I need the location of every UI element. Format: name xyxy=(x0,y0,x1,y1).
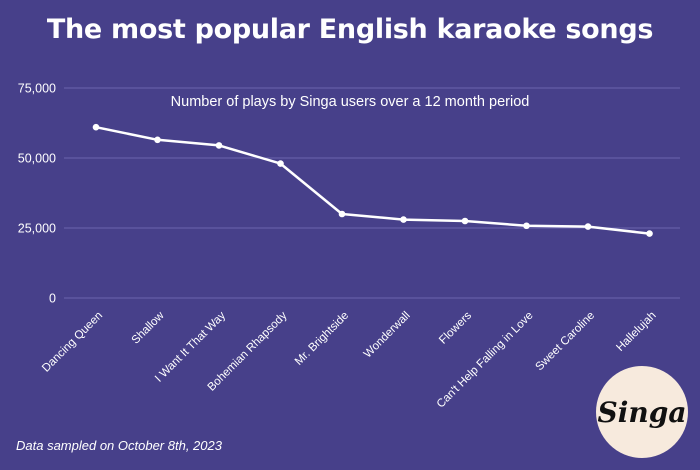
x-tick-label: Flowers xyxy=(437,309,474,346)
singa-logo: Singa xyxy=(596,366,688,458)
chart-subtitle: Number of plays by Singa users over a 12… xyxy=(171,94,530,110)
data-point xyxy=(215,142,223,149)
data-point xyxy=(523,222,530,230)
x-tick-label: Mr. Brightside xyxy=(293,310,351,368)
y-tick-label: 0 xyxy=(49,292,56,306)
data-point xyxy=(154,136,161,144)
x-tick-label: Wonderwall xyxy=(362,310,413,361)
y-tick-label: 75,000 xyxy=(18,82,56,96)
series-path xyxy=(95,125,650,235)
footnote: Data sampled on October 8th, 2023 xyxy=(16,438,222,453)
gridlines xyxy=(64,87,680,299)
data-point xyxy=(338,210,346,218)
data-point xyxy=(277,160,284,167)
logo-text: Singa xyxy=(597,395,687,429)
chart-title: The most popular English karaoke songs xyxy=(46,14,654,45)
data-point xyxy=(400,216,407,223)
series-line xyxy=(92,123,653,237)
data-point xyxy=(92,123,100,131)
x-tick-label: Sweet Caroline xyxy=(533,310,597,374)
x-tick-label: Dancing Queen xyxy=(40,310,105,375)
data-point xyxy=(584,223,592,230)
data-point xyxy=(461,217,469,225)
y-tick-label: 25,000 xyxy=(18,222,56,236)
x-tick-label: Hallelujah xyxy=(614,310,658,354)
y-tick-label: 50,000 xyxy=(18,152,56,166)
data-point xyxy=(646,230,653,237)
y-axis-ticks: 0 25,000 50,000 75,000 xyxy=(18,82,56,306)
x-tick-label: Shallow xyxy=(130,309,167,346)
